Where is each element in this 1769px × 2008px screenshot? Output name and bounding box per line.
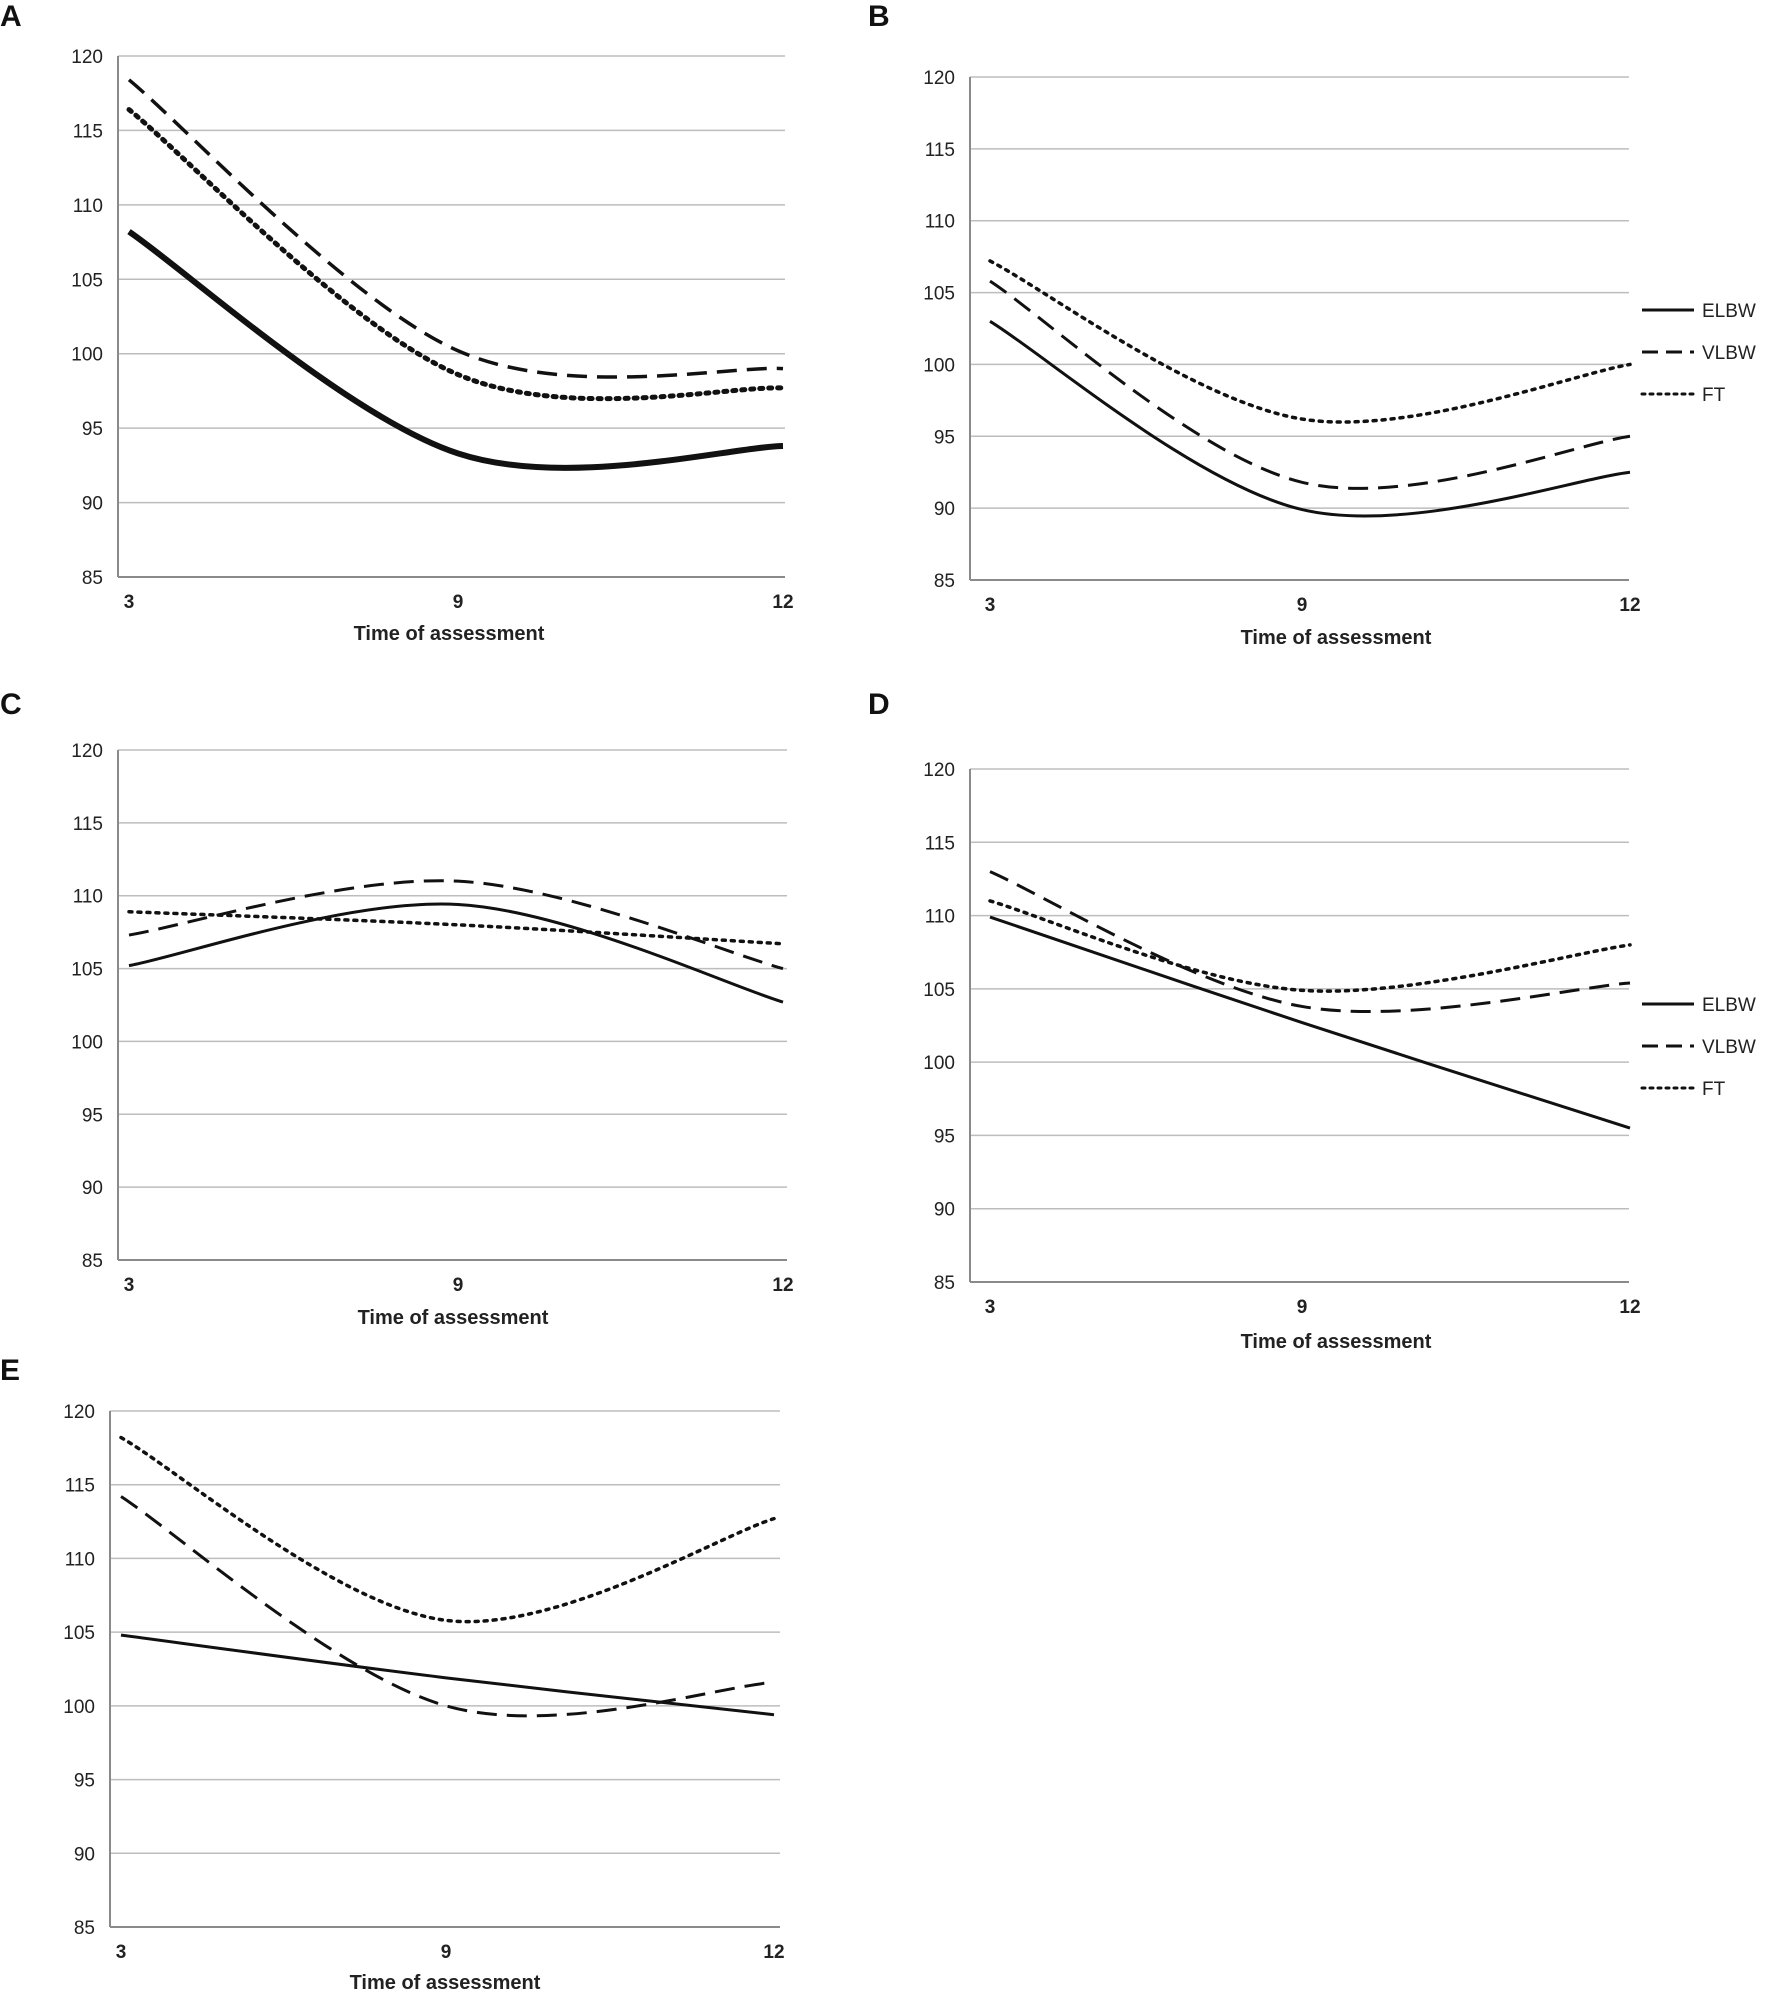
series-line-ft [119, 1435, 776, 1624]
legend: ELBW VLBW FT [1640, 301, 1756, 406]
y-tick-label: 85 [82, 568, 103, 589]
y-tick-label: 90 [82, 494, 103, 515]
y-tick-label: 85 [934, 571, 955, 592]
y-tick-label: 110 [925, 907, 955, 928]
y-tick-label: 90 [74, 1844, 95, 1865]
x-axis-label: Time of assessment [354, 623, 545, 645]
x-tick-label: 3 [124, 1275, 135, 1296]
series-line-ft [127, 909, 785, 946]
x-tick-label: 3 [985, 595, 996, 616]
x-tick-label: 9 [441, 1942, 452, 1963]
legend-label-ft: FT [1702, 385, 1726, 406]
panel-b: B 85 90 95 100 105 110 115 120 3 9 12 Time of assess… [868, 0, 1756, 649]
y-tick-label: 115 [925, 140, 955, 161]
x-tick-label: 9 [453, 1275, 464, 1296]
y-tick-label: 105 [63, 1623, 95, 1644]
series-line-vlbw [989, 279, 1631, 490]
panel-letter: A [0, 0, 22, 33]
y-tick-label: 120 [71, 47, 103, 68]
x-axis-label: Time of assessment [350, 1972, 541, 1994]
y-tick-label: 110 [73, 196, 103, 217]
y-tick-label: 90 [934, 1200, 955, 1221]
x-tick-label: 9 [1297, 595, 1308, 616]
y-tick-label: 110 [73, 887, 103, 908]
panel-letter: B [868, 0, 890, 33]
y-tick-label: 100 [71, 1032, 103, 1053]
series-line-elbw [128, 902, 784, 1004]
x-tick-label: 12 [1619, 1297, 1640, 1318]
y-tick-label: 85 [74, 1918, 95, 1939]
series-line-elbw [989, 320, 1631, 518]
y-tick-label: 110 [925, 212, 955, 233]
y-tick-label: 90 [934, 499, 955, 520]
legend-label-vlbw: VLBW [1702, 343, 1756, 364]
y-tick-label: 120 [923, 68, 955, 89]
panel-e: E 85 90 95 100 105 110 115 120 3 9 12 Time of assess… [0, 1354, 785, 1994]
y-tick-label: 120 [923, 760, 955, 781]
y-tick-label: 105 [923, 284, 955, 305]
y-tick-label: 95 [82, 419, 103, 440]
series-line-vlbw [127, 78, 784, 379]
y-tick-label: 115 [65, 1476, 95, 1497]
y-tick-label: 115 [73, 121, 103, 142]
y-tick-label: 105 [923, 980, 955, 1001]
series-line-vlbw [120, 1495, 775, 1718]
legend-label-vlbw: VLBW [1702, 1037, 1756, 1058]
y-tick-label: 85 [934, 1273, 955, 1294]
y-tick-label: 90 [82, 1178, 103, 1199]
panel-c: C 85 90 95 100 105 110 115 120 3 9 12 Time of assess… [0, 688, 794, 1329]
y-tick-label: 95 [82, 1105, 103, 1126]
series-line-elbw [989, 915, 1631, 1130]
x-tick-label: 3 [116, 1942, 127, 1963]
y-tick-label: 85 [82, 1251, 103, 1272]
panel-letter: E [0, 1354, 20, 1387]
x-tick-label: 3 [124, 592, 135, 613]
x-tick-label: 12 [1619, 595, 1640, 616]
legend-label-elbw: ELBW [1702, 301, 1756, 322]
x-tick-label: 9 [453, 592, 464, 613]
y-tick-label: 115 [925, 833, 955, 854]
legend-label-elbw: ELBW [1702, 995, 1756, 1016]
series-line-ft [126, 107, 786, 402]
y-tick-label: 105 [71, 270, 103, 291]
legend: ELBW VLBW FT [1640, 995, 1756, 1100]
x-axis-label: Time of assessment [358, 1307, 549, 1329]
y-tick-label: 105 [71, 960, 103, 981]
panel-d: D 85 90 95 100 105 110 115 120 3 9 12 Time of assess… [868, 688, 1756, 1353]
series-line-vlbw [989, 870, 1631, 1013]
y-tick-label: 95 [934, 1126, 955, 1147]
panel-a: A 85 90 95 100 105 110 115 120 3 9 12 Time of assess… [0, 0, 794, 645]
x-tick-label: 12 [772, 1275, 793, 1296]
y-tick-label: 95 [934, 427, 955, 448]
x-tick-label: 9 [1297, 1297, 1308, 1318]
y-tick-label: 110 [65, 1549, 95, 1570]
legend-label-ft: FT [1702, 1079, 1726, 1100]
series-line-elbw [127, 229, 784, 471]
x-tick-label: 12 [772, 592, 793, 613]
series-line-ft [988, 259, 1632, 424]
series-line-elbw [120, 1633, 775, 1717]
series-line-vlbw [128, 879, 784, 971]
x-axis-label: Time of assessment [1241, 627, 1432, 649]
y-tick-label: 115 [73, 814, 103, 835]
series-line-ft [988, 899, 1632, 993]
y-tick-label: 120 [63, 1402, 95, 1423]
y-tick-label: 100 [71, 345, 103, 366]
y-tick-label: 120 [71, 741, 103, 762]
panel-letter: D [868, 688, 890, 721]
x-axis-label: Time of assessment [1241, 1331, 1432, 1353]
x-tick-label: 3 [985, 1297, 996, 1318]
panel-letter: C [0, 688, 22, 721]
x-tick-label: 12 [763, 1942, 784, 1963]
y-tick-label: 100 [923, 1053, 955, 1074]
y-tick-label: 100 [63, 1697, 95, 1718]
y-tick-label: 100 [923, 355, 955, 376]
y-tick-label: 95 [74, 1771, 95, 1792]
